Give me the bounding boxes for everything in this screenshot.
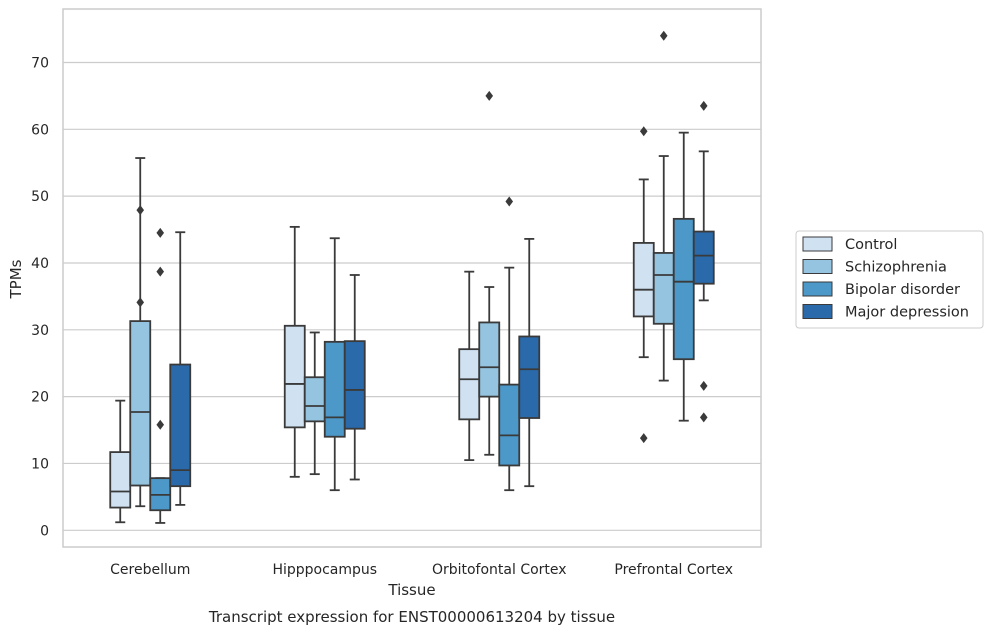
box-iqr [129, 320, 152, 487]
box-iqr [632, 242, 655, 318]
outlier-point [136, 205, 145, 216]
y-tick-label: 10 [31, 456, 49, 472]
box-group [478, 90, 501, 456]
box-group [518, 238, 541, 488]
box-iqr [458, 348, 481, 421]
box-iqr [343, 340, 366, 430]
box-group [343, 274, 366, 481]
legend-swatch [802, 259, 833, 274]
chart-caption: Transcript expression for ENST0000061320… [208, 608, 615, 626]
y-axis-label: TPMs [7, 259, 25, 299]
box-iqr [109, 451, 132, 509]
outlier-point [136, 297, 145, 308]
outlier-point [156, 227, 165, 238]
x-axis-ticks: Cerebellum Hipppocampus Orbitofontal Corte… [110, 562, 733, 578]
outlier-point [485, 90, 494, 101]
legend-entry-label: Major depression [845, 305, 969, 321]
legend: Control Schizophrenia Bipolar disorder Majo… [795, 230, 984, 329]
box-group [672, 131, 695, 422]
box-series [109, 30, 715, 524]
y-tick-label: 60 [31, 122, 49, 138]
plot-frame [62, 8, 762, 548]
y-tick-label: 70 [31, 55, 49, 71]
legend-entry-label: Bipolar disorder [845, 282, 960, 298]
y-tick-label: 50 [31, 189, 49, 205]
box-iqr [303, 376, 326, 423]
y-axis-ticks: 0 10 20 30 40 50 60 70 [31, 55, 49, 539]
outlier-point [659, 30, 668, 41]
box-group [129, 157, 152, 508]
outlier-point [639, 126, 648, 137]
outlier-point [699, 100, 708, 111]
y-tick-label: 0 [40, 523, 49, 539]
x-tick-label: Cerebellum [110, 562, 190, 578]
box-group [692, 100, 715, 423]
y-tick-label: 20 [31, 390, 49, 406]
box-group [632, 126, 655, 444]
box-iqr [169, 363, 192, 488]
legend-entry-label: Control [845, 237, 897, 253]
x-axis-label: Tissue [387, 581, 435, 599]
box-group [169, 231, 192, 506]
legend-entry-label: Schizophrenia [845, 260, 947, 276]
box-group [109, 399, 132, 524]
outlier-point [156, 419, 165, 430]
x-tick-label: Orbitofontal Cortex [432, 562, 567, 578]
box-iqr [283, 324, 306, 429]
box-iqr [498, 383, 521, 467]
x-tick-label: Prefrontal Cortex [614, 562, 733, 578]
box-group [458, 270, 481, 462]
outlier-point [699, 412, 708, 423]
box-iqr [323, 340, 346, 438]
outlier-point [639, 433, 648, 444]
outlier-point [156, 266, 165, 277]
box-iqr [672, 217, 695, 361]
box-iqr [652, 252, 675, 325]
legend-swatch [802, 281, 833, 297]
box-group [303, 331, 326, 476]
box-iqr [692, 230, 715, 285]
legend-swatch [802, 304, 833, 319]
outlier-point [505, 196, 514, 207]
y-tick-label: 40 [31, 256, 49, 272]
box-iqr [478, 321, 501, 398]
box-iqr [518, 335, 541, 419]
y-tick-label: 30 [31, 323, 49, 339]
x-tick-label: Hipppocampus [272, 562, 377, 578]
legend-frame [795, 230, 984, 329]
outlier-point [699, 380, 708, 391]
legend-swatch [802, 236, 833, 252]
box-group [149, 227, 172, 524]
box-group [498, 196, 521, 492]
